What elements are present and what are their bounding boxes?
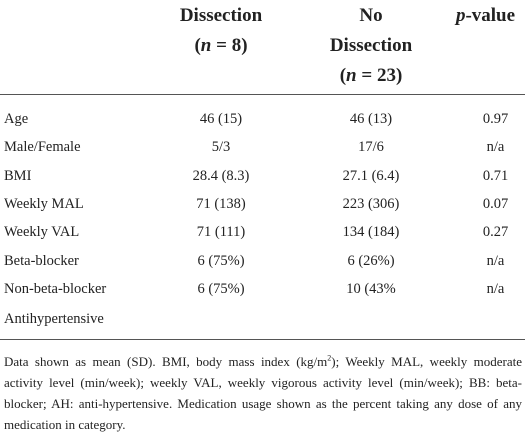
continuation-row: Antihypertensive — [0, 305, 525, 333]
table-row: Non-beta-blocker 6 (75%) 10 (43% n/a — [0, 275, 525, 303]
row-label: Weekly VAL — [4, 224, 80, 241]
cell-no-dissection: 27.1 (6.4) — [342, 167, 400, 184]
cell-p-value: 0.71 — [482, 167, 509, 184]
cell-dissection: 5/3 — [211, 139, 231, 156]
cell-dissection: 46 (15) — [199, 111, 243, 127]
header-dissection-line1: Dissection — [179, 5, 263, 26]
cell-no-dissection: 134 (184) — [342, 224, 400, 241]
header-no-dissection-line1: No — [359, 5, 383, 26]
cell-no-dissection: 17/6 — [358, 139, 384, 156]
n-symbol: n — [200, 35, 212, 56]
cell-p-value: n/a — [486, 280, 505, 297]
header-rule — [0, 94, 525, 95]
header-p-value: p-value — [455, 5, 516, 26]
cell-dissection: 71 (138) — [196, 195, 246, 212]
header-dissection: Dissection (n = 8) — [160, 1, 282, 61]
cell-p-value: 0.97 — [482, 111, 509, 127]
cell-dissection: 6 (75%) — [197, 280, 245, 297]
row-label: Weekly MAL — [4, 195, 84, 212]
cell-p-value: 0.07 — [482, 195, 509, 212]
footer-rule — [0, 339, 525, 340]
table-row: BMI 28.4 (8.3) 27.1 (6.4) 0.71 — [0, 162, 525, 190]
row-label: Non-beta-blocker — [4, 280, 107, 297]
header-no-dissection-line2: Dissection — [329, 35, 413, 56]
header-no-dissection-line3: (n = 23) — [339, 65, 403, 86]
cell-dissection: 6 (75%) — [197, 252, 245, 269]
cell-no-dissection: 223 (306) — [342, 195, 400, 212]
row-label: Beta-blocker — [4, 252, 79, 269]
row-label: Antihypertensive — [4, 311, 104, 327]
cell-dissection: 28.4 (8.3) — [192, 167, 250, 184]
cell-p-value: n/a — [486, 252, 505, 269]
superscript: 2 — [327, 353, 332, 363]
header-no-dissection: No Dissection (n = 23) — [311, 1, 431, 91]
cell-dissection: 71 (111) — [196, 224, 246, 241]
table-row: Male/Female 5/3 17/6 n/a — [0, 133, 525, 161]
cell-p-value: 0.27 — [482, 224, 509, 241]
table-row: Age 46 (15) 46 (13) 0.97 — [0, 105, 525, 133]
cell-no-dissection: 46 (13) — [349, 111, 393, 127]
header-dissection-line2: (n = 8) — [194, 35, 248, 56]
table-row: Weekly VAL 71 (111) 134 (184) 0.27 — [0, 218, 525, 246]
row-label: Male/Female — [4, 139, 81, 156]
row-label: BMI — [4, 167, 32, 184]
p-symbol: p — [455, 5, 466, 26]
n-symbol: n — [346, 65, 357, 86]
row-label: Age — [4, 111, 29, 127]
table-row: Weekly MAL 71 (138) 223 (306) 0.07 — [0, 190, 525, 218]
cell-no-dissection: 6 (26%) — [347, 252, 395, 269]
cell-no-dissection: 10 (43% — [346, 280, 396, 297]
cell-p-value: n/a — [486, 139, 505, 156]
table-footnote: Data shown as mean (SD). BMI, body mass … — [4, 353, 522, 432]
table-row: Beta-blocker 6 (75%) 6 (26%) n/a — [0, 247, 525, 275]
